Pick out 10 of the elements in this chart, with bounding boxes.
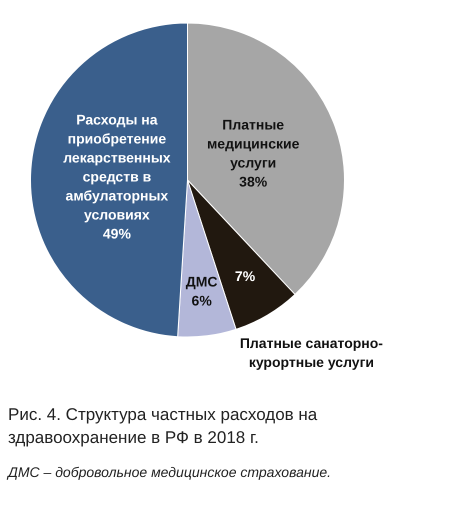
data-label: 49% [102, 226, 132, 242]
slice-label: Платные санаторно-курортные услуги [240, 334, 384, 370]
data-label: 38% [239, 173, 268, 190]
data-label: 6% [192, 292, 212, 309]
data-label: 7% [234, 268, 256, 284]
slice-label: Расходы на приобретение лекарственных средств в амбулаторных условиях [63, 112, 171, 223]
text: ДМС – добровольное медицинское страхование. [6, 462, 332, 480]
slice-label: ДМС [186, 274, 218, 290]
text: Рис. 4. Структура частных расходов на здравоохранение в РФ в 2018 г. [7, 404, 318, 449]
slice-label: Платные медицинские услуги [206, 116, 300, 170]
